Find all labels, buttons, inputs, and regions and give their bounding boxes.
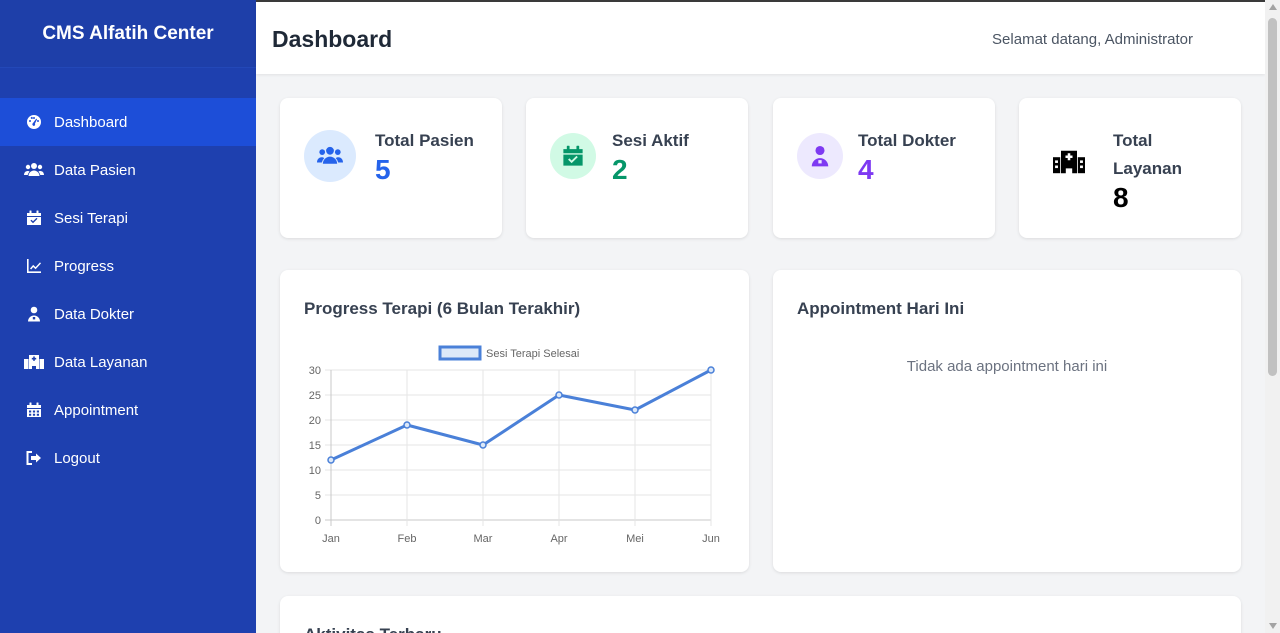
data-point <box>327 456 335 464</box>
y-tick-label: 5 <box>315 490 321 502</box>
data-point <box>479 441 487 449</box>
x-tick-label: Mar <box>474 533 493 545</box>
sidebar-item-dashboard[interactable]: Dashboard <box>0 98 256 146</box>
sidebar-item-label: Dashboard <box>54 113 128 131</box>
sidebar-item-label: Progress <box>54 257 115 275</box>
card-title: Appointment Hari Ini <box>797 299 965 318</box>
y-tick-label: 15 <box>309 440 321 452</box>
appointment-card: Appointment Hari Ini Tidak ada appointme… <box>773 270 1241 572</box>
calendar-check-icon <box>550 133 596 179</box>
sidebar-item-appointment[interactable]: Appointment <box>0 386 256 434</box>
stat-label: Total Dokter <box>858 131 956 150</box>
brand-title[interactable]: CMS Alfatih Center <box>0 0 256 68</box>
users-icon <box>304 130 356 182</box>
stat-card-total-layanan: Total Layanan 8 <box>1019 98 1241 238</box>
sidebar: CMS Alfatih Center Dashboard Data Pasien… <box>0 0 256 633</box>
legend-label: Sesi Terapi Selesai <box>486 348 579 360</box>
data-point <box>403 421 411 429</box>
series-line <box>330 368 712 462</box>
x-tick-label: Feb <box>398 533 417 545</box>
stat-value: 2 <box>612 154 628 185</box>
scroll-up-arrow-icon[interactable] <box>1269 4 1277 10</box>
hospital-icon <box>24 352 44 372</box>
sidebar-item-data-dokter[interactable]: Data Dokter <box>0 290 256 338</box>
y-tick-label: 20 <box>309 415 321 427</box>
sidebar-item-logout[interactable]: Logout <box>0 434 256 482</box>
card-title: Aktivitas Terbaru <box>304 625 442 633</box>
stat-card-total-pasien: Total Pasien 5 <box>280 98 502 238</box>
sidebar-item-label: Sesi Terapi <box>54 209 128 227</box>
data-point <box>555 391 563 399</box>
stat-card-total-dokter: Total Dokter 4 <box>773 98 995 238</box>
user-doctor-icon <box>797 133 843 179</box>
legend-swatch <box>438 345 482 361</box>
welcome-text: Selamat datang, Administrator <box>992 31 1193 48</box>
x-tick-label: Mei <box>626 533 644 545</box>
sidebar-item-label: Data Layanan <box>54 353 148 371</box>
sidebar-item-label: Data Pasien <box>54 161 136 179</box>
card-title: Progress Terapi (6 Bulan Terakhir) <box>304 299 581 318</box>
vertical-scrollbar[interactable] <box>1265 0 1280 633</box>
data-point <box>707 366 715 374</box>
calendar-icon <box>24 400 44 420</box>
progress-line-chart[interactable]: 0 5 10 15 20 25 30 Jan Feb Mar Apr Mei Jun Sesi Terap… <box>280 338 749 558</box>
sidebar-item-label: Data Dokter <box>54 305 135 323</box>
y-tick-label: 10 <box>309 465 321 477</box>
users-icon <box>24 160 44 180</box>
stat-label: Total Pasien <box>375 131 474 150</box>
stat-card-sesi-aktif: Sesi Aktif 2 <box>526 98 748 238</box>
page-title: Dashboard <box>272 26 393 52</box>
x-tick-label: Jan <box>322 533 340 545</box>
activity-card: Aktivitas Terbaru <box>280 596 1241 633</box>
chart-line-icon <box>24 256 44 276</box>
y-tick-label: 25 <box>309 390 321 402</box>
sidebar-item-progress[interactable]: Progress <box>0 242 256 290</box>
progress-chart-card: Progress Terapi (6 Bulan Terakhir) 0 5 10 1… <box>280 270 749 572</box>
sidebar-item-sesi-terapi[interactable]: Sesi Terapi <box>0 194 256 242</box>
sidebar-item-label: Appointment <box>54 401 139 419</box>
logout-icon <box>24 448 44 468</box>
sidebar-nav: Dashboard Data Pasien Sesi Terapi Progre… <box>0 98 256 482</box>
top-header: Dashboard Selamat datang, Administrator <box>256 0 1265 74</box>
empty-appointment-message: Tidak ada appointment hari ini <box>906 358 1108 375</box>
hospital-icon <box>1049 142 1089 182</box>
x-tick-label: Jun <box>702 533 720 545</box>
gauge-icon <box>24 112 44 132</box>
user-doctor-icon <box>24 304 44 324</box>
calendar-check-icon <box>24 208 44 228</box>
y-tick-label: 0 <box>315 515 321 527</box>
stat-label: Total Layanan <box>1113 131 1182 178</box>
stat-value: 4 <box>858 154 874 185</box>
stat-value: 8 <box>1113 182 1129 213</box>
stat-label: Sesi Aktif <box>612 131 689 150</box>
scroll-thumb[interactable] <box>1268 18 1277 376</box>
stat-value: 5 <box>375 154 391 185</box>
sidebar-item-label: Logout <box>54 449 100 467</box>
data-point <box>631 406 639 414</box>
sidebar-item-data-pasien[interactable]: Data Pasien <box>0 146 256 194</box>
scroll-down-arrow-icon[interactable] <box>1269 623 1277 629</box>
sidebar-item-data-layanan[interactable]: Data Layanan <box>0 338 256 386</box>
x-tick-label: Apr <box>550 533 567 545</box>
y-tick-label: 30 <box>309 365 321 377</box>
